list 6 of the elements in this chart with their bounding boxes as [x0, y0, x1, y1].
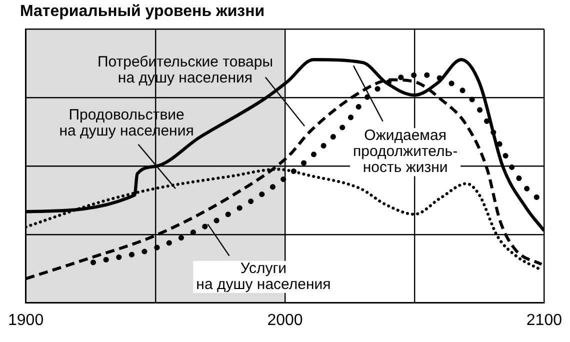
annotation: Ожидаемая продолжитель- ность жизни	[353, 127, 458, 176]
annotation: Услуги на душу населения	[196, 260, 331, 294]
x-tick-label: 2100	[526, 312, 562, 329]
x-tick-label: 2000	[267, 312, 303, 329]
x-tick-label: 1900	[8, 312, 44, 329]
chart-title: Материальный уровень жизни	[20, 3, 265, 20]
